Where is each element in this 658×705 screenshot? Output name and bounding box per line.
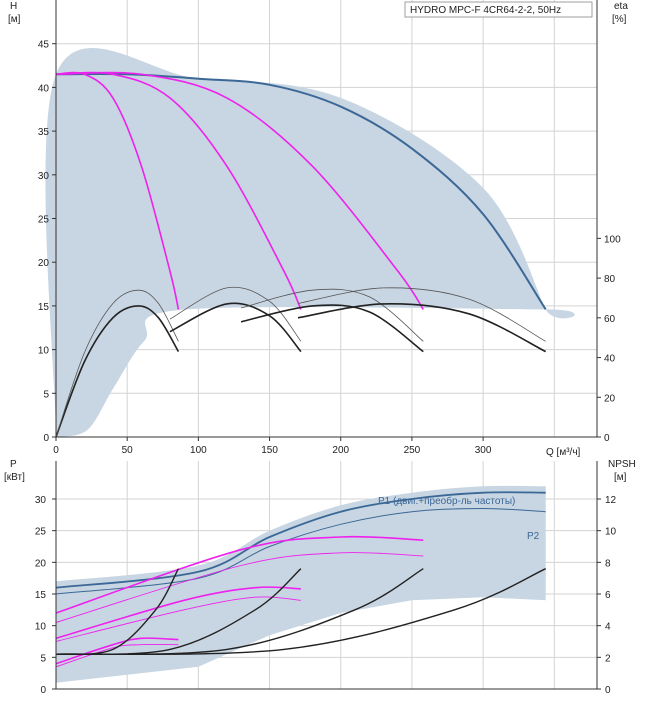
- h-tick-label: 45: [38, 40, 50, 51]
- pump-curve-line: [55, 71, 180, 310]
- h-axis-label: H: [10, 1, 17, 12]
- p-tick-label: 25: [35, 527, 47, 538]
- p-tick-label: 10: [35, 622, 47, 633]
- efficiency-thin-line: [297, 287, 546, 342]
- h-tick-label: 15: [38, 302, 50, 313]
- npsh-tick-label: 12: [605, 495, 617, 506]
- h-tick-label: 25: [38, 215, 50, 226]
- efficiency-thin-line: [169, 286, 302, 342]
- p2-series-label: P2: [527, 531, 540, 542]
- p-axis-label: P: [10, 459, 17, 470]
- q-tick-label: 300: [475, 445, 492, 456]
- q-tick-label: 250: [404, 445, 421, 456]
- eta-axis-unit: [%]: [612, 14, 627, 25]
- npsh-tick-label: 4: [605, 622, 611, 633]
- efficiency-curve-line: [169, 302, 302, 353]
- p-tick-label: 30: [35, 495, 47, 506]
- h-tick-label: 0: [43, 433, 49, 444]
- eta-tick-label: 80: [604, 274, 616, 285]
- efficiency-thin-line: [241, 288, 424, 342]
- q-axis-label: Q [м³/ч]: [546, 447, 581, 458]
- stage-power-line: [55, 552, 424, 623]
- h-axis-unit: [м]: [8, 14, 21, 25]
- eta-tick-label: 60: [604, 314, 616, 325]
- label-layer: HYDRO MPC-F 4CR64-2-2, 50Hz H [м] eta [%…: [4, 1, 636, 542]
- q-tick-label: 50: [122, 445, 134, 456]
- p-tick-label: 15: [35, 590, 47, 601]
- npsh-tick-label: 10: [605, 527, 617, 538]
- stage-power-line: [55, 643, 179, 668]
- efficiency-curve-line: [240, 304, 424, 353]
- p-tick-label: 0: [40, 685, 46, 696]
- p1-series-label: P1 (двиг.+преобр-ль частоты): [378, 495, 515, 507]
- chart-title: HYDRO MPC-F 4CR64-2-2, 50Hz: [410, 5, 561, 16]
- curve-layer: [55, 71, 547, 668]
- q-tick-label: 200: [332, 445, 349, 456]
- power-area-fill: [56, 485, 546, 683]
- npsh-tick-label: 2: [605, 653, 611, 664]
- npsh-curve-line: [55, 568, 546, 656]
- h-tick-label: 35: [38, 127, 50, 138]
- stage-power-line: [55, 596, 301, 642]
- h-tick-label: 10: [38, 346, 50, 357]
- eta-axis-label: eta: [614, 1, 628, 12]
- npsh-tick-label: 0: [605, 685, 611, 696]
- h-tick-label: 40: [38, 83, 50, 94]
- eta-tick-label: 100: [604, 234, 621, 245]
- operating-area-fill: [45, 48, 575, 437]
- operating-area-layer: [45, 48, 575, 683]
- npsh-tick-label: 6: [605, 590, 611, 601]
- pump-curve-line: [55, 71, 302, 310]
- q-tick-label: 100: [190, 445, 207, 456]
- h-tick-label: 5: [43, 389, 49, 400]
- npsh-axis-label: NPSH: [608, 459, 636, 470]
- eta-tick-label: 40: [604, 354, 616, 365]
- efficiency-curve-line: [55, 305, 180, 438]
- h-tick-label: 30: [38, 171, 50, 182]
- stage-power-line: [55, 535, 424, 614]
- q-tick-label: 0: [53, 445, 59, 456]
- q-tick-label: 150: [261, 445, 278, 456]
- chart-title-box: [404, 1, 593, 18]
- efficiency-curve-line: [297, 303, 547, 353]
- p-tick-label: 20: [35, 558, 47, 569]
- eta-tick-label: 0: [604, 433, 610, 444]
- pump-curve-line: [55, 71, 424, 310]
- stage-power-line: [55, 586, 301, 640]
- p-tick-label: 5: [40, 653, 46, 664]
- eta-tick-label: 20: [604, 393, 616, 404]
- npsh-tick-label: 8: [605, 558, 611, 569]
- p1-power-line: [55, 491, 546, 589]
- p2-power-line: [55, 507, 546, 595]
- h-tick-label: 20: [38, 258, 50, 269]
- efficiency-thin-line: [55, 289, 179, 438]
- npsh-axis-unit: [м]: [614, 472, 627, 483]
- p-axis-unit: [кВт]: [4, 472, 25, 483]
